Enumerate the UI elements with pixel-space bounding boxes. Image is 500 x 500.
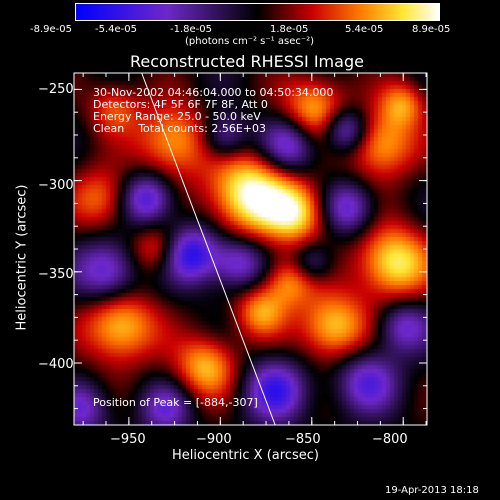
y-tick-label: −400 [38,357,74,372]
y-tick-label: −250 [38,82,74,97]
detectors-text: Detectors: 4F 5F 6F 7F 8F, Att 0 [93,98,268,111]
x-tick-label: −950 [110,432,146,447]
x-tick-label: −800 [372,432,408,447]
peak-position-text: Position of Peak = [-884,-307] [93,396,258,409]
heatmap-image [74,73,427,425]
footer-date: 19-Apr-2013 18:18 [385,485,479,496]
chart-title: Reconstructed RHESSI Image [130,52,364,71]
colorbar [75,3,440,21]
y-tick-label: −300 [38,178,74,193]
colorbar-tick-label: 5.4e-05 [345,24,384,35]
colorbar-tick-label: -5.4e-05 [95,24,137,35]
colorbar-unit-label: (photons cm⁻² s⁻¹ asec⁻²) [185,36,315,47]
solar-limb-line [141,72,276,426]
colorbar-tick-label: 1.8e-05 [270,24,309,35]
colorbar-tick-label: -8.9e-05 [30,24,72,35]
y-tick-label: −350 [38,267,74,282]
x-tick-label: −850 [285,432,321,447]
energy-range-text: Energy Range: 25.0 - 50.0 keV [93,110,261,123]
x-axis-label: Heliocentric X (arcsec) [172,448,319,463]
x-tick-label: −900 [196,432,232,447]
time-range-text: 30-Nov-2002 04:46:04.000 to 04:50:34.000 [93,86,334,99]
y-axis-label: Heliocentric Y (arcsec) [14,184,30,331]
colorbar-tick-label: 8.9e-05 [412,24,451,35]
clean-counts-text: Clean Total counts: 2.56E+03 [93,122,267,135]
colorbar-tick-label: -1.8e-05 [170,24,212,35]
